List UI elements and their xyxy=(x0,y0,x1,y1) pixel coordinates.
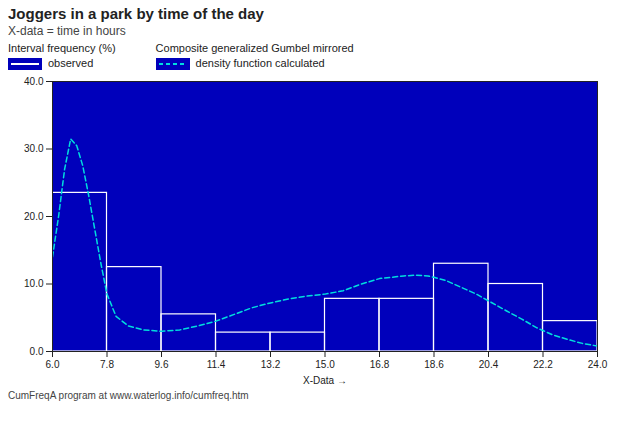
svg-text:11.4: 11.4 xyxy=(207,359,226,370)
svg-text:6.0: 6.0 xyxy=(46,359,60,370)
svg-text:30.0: 30.0 xyxy=(24,143,44,154)
svg-text:0.0: 0.0 xyxy=(30,346,44,357)
svg-text:9.6: 9.6 xyxy=(155,359,169,370)
svg-text:18.6: 18.6 xyxy=(424,359,444,370)
svg-text:22.2: 22.2 xyxy=(533,359,553,370)
html-text:CumFreqA program at www.waterl: CumFreqA program at www.waterlog.info/cu… xyxy=(8,390,249,401)
svg-text:20.4: 20.4 xyxy=(479,359,499,370)
svg-text:20.0: 20.0 xyxy=(24,211,44,222)
svg-text:10.0: 10.0 xyxy=(24,278,44,289)
html-text:observed: observed xyxy=(48,57,94,69)
svg-text:24.0: 24.0 xyxy=(588,359,608,370)
html-text:X-data = time in hours: X-data = time in hours xyxy=(8,24,126,38)
svg-text:X-Data →: X-Data → xyxy=(303,375,347,386)
html-text:density function calculated: density function calculated xyxy=(195,57,325,69)
html-text:Interval frequency (%): Interval frequency (%) xyxy=(8,42,116,54)
html-text:Composite generalized Gumbel m: Composite generalized Gumbel mirrored xyxy=(155,42,354,54)
svg-text:40.0: 40.0 xyxy=(24,76,44,87)
html-text:Joggers in a park by time of t: Joggers in a park by time of the day xyxy=(8,5,264,22)
svg-text:16.8: 16.8 xyxy=(370,359,390,370)
svg-text:7.8: 7.8 xyxy=(100,359,114,370)
svg-text:13.2: 13.2 xyxy=(261,359,281,370)
svg-text:15.0: 15.0 xyxy=(315,359,335,370)
